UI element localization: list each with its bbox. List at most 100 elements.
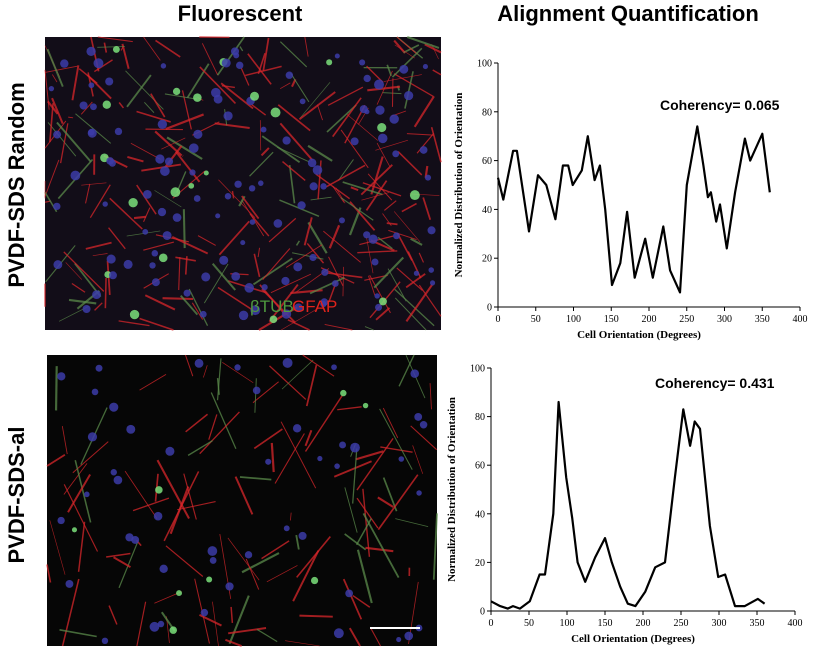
fiber — [165, 113, 204, 131]
nucleus — [320, 183, 327, 190]
fiber — [280, 307, 320, 331]
nucleus — [393, 232, 400, 240]
fiber — [63, 484, 99, 552]
fiber — [394, 288, 435, 327]
fiber — [182, 209, 186, 249]
nucleus — [157, 620, 165, 628]
nucleus — [110, 469, 117, 476]
nucleus — [371, 258, 379, 266]
y-tick-label: 100 — [470, 364, 485, 375]
y-tick-label: 20 — [482, 254, 492, 265]
fiber — [338, 159, 354, 181]
nucleus — [240, 240, 246, 246]
fiber — [304, 36, 309, 57]
nucleus — [129, 309, 140, 320]
fiber — [365, 180, 388, 211]
nucleus — [172, 213, 182, 222]
fiber — [365, 546, 394, 553]
fiber — [68, 298, 97, 305]
nucleus — [172, 87, 181, 96]
fiber — [268, 217, 297, 243]
fiber — [395, 518, 429, 527]
fiber — [89, 184, 111, 219]
fiber — [388, 229, 417, 241]
nucleus — [375, 303, 383, 311]
fiber — [139, 317, 174, 331]
fiber — [85, 241, 112, 250]
nucleus — [95, 364, 103, 372]
fiber — [367, 85, 401, 92]
y-tick-label: 40 — [482, 205, 492, 216]
nucleus — [321, 268, 329, 276]
fiber — [380, 446, 413, 453]
fiber — [72, 441, 109, 474]
fiber — [77, 521, 86, 572]
nucleus — [345, 589, 354, 598]
fiber — [366, 65, 384, 83]
fiber — [290, 512, 292, 521]
nucleus — [157, 207, 167, 217]
fiber — [304, 395, 343, 452]
nucleus — [157, 119, 168, 129]
nucleus — [162, 231, 172, 240]
nucleus — [143, 189, 152, 199]
fiber — [270, 442, 275, 473]
nucleus — [209, 557, 217, 564]
fiber — [108, 227, 126, 250]
fiber — [109, 197, 143, 230]
fiber — [429, 383, 432, 410]
fiber — [360, 164, 393, 196]
fiber — [260, 147, 270, 157]
fiber — [373, 256, 405, 289]
fiber — [216, 377, 220, 395]
fiber — [256, 628, 278, 643]
nucleus — [428, 267, 435, 273]
fiber — [376, 142, 391, 167]
nucleus — [285, 71, 294, 79]
y-tick-label: 60 — [482, 156, 492, 167]
fiber — [75, 113, 112, 144]
nucleus — [101, 637, 109, 645]
nucleus — [113, 475, 123, 485]
fiber — [210, 392, 237, 450]
y-tick-label: 40 — [475, 509, 485, 520]
fiber — [97, 36, 133, 43]
fiber — [382, 477, 398, 512]
nucleus — [231, 271, 241, 281]
nucleus — [317, 455, 323, 462]
fiber — [97, 46, 125, 48]
fiber — [46, 48, 64, 87]
fiber — [274, 433, 305, 484]
nucleus — [299, 98, 306, 105]
nucleus — [298, 531, 307, 540]
row-label: PVDF-SDS Random — [4, 82, 29, 287]
nucleus — [269, 315, 278, 324]
x-tick-label: 0 — [489, 618, 494, 629]
nucleus — [164, 157, 174, 166]
fiber — [49, 520, 66, 575]
fiber — [332, 185, 345, 203]
nucleus — [203, 170, 209, 176]
fiber — [405, 273, 426, 289]
nucleus — [404, 90, 414, 101]
fiber — [287, 319, 310, 331]
fiber — [251, 103, 267, 116]
fiber — [254, 378, 257, 413]
fiber — [396, 36, 418, 55]
nucleus — [260, 126, 267, 133]
nucleus — [350, 442, 360, 453]
nucleus — [88, 82, 95, 89]
column-title: Alignment Quantification — [497, 1, 759, 26]
fiber — [375, 139, 408, 151]
nucleus — [334, 53, 340, 59]
x-tick-label: 400 — [793, 314, 808, 325]
nucleus — [84, 491, 90, 498]
fiber — [422, 197, 432, 220]
fiber — [228, 627, 267, 635]
nucleus — [270, 107, 281, 118]
nucleus — [398, 456, 405, 462]
x-tick-label: 350 — [750, 618, 765, 629]
fiber — [222, 362, 254, 384]
fiber — [406, 36, 440, 49]
fiber — [418, 252, 425, 263]
